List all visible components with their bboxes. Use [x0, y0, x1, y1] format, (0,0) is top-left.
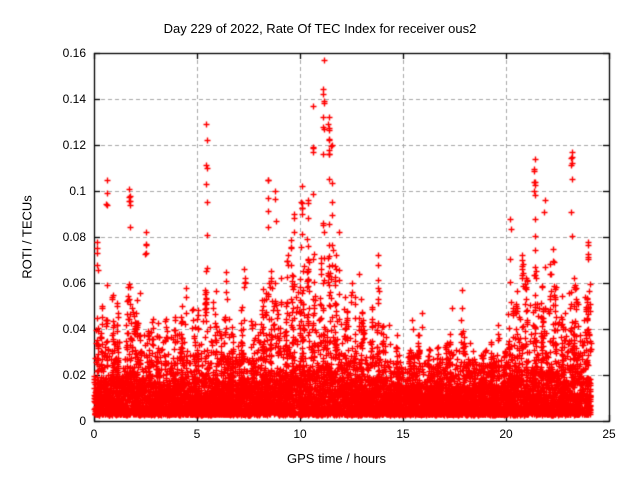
x-tick-label: 15 — [396, 427, 410, 441]
x-tick-label: 5 — [193, 427, 201, 441]
y-tick-label: 0.16 — [62, 46, 86, 60]
y-tick-label: 0.12 — [62, 138, 86, 152]
y-tick-label: 0 — [79, 414, 86, 428]
x-tick-label: 25 — [602, 427, 616, 441]
chart-title: Day 229 of 2022, Rate Of TEC Index for r… — [163, 21, 477, 36]
x-tick-label: 20 — [499, 427, 513, 441]
y-tick-label: 0.1 — [69, 184, 86, 198]
y-tick-label: 0.08 — [62, 230, 86, 244]
x-axis-label: GPS time / hours — [287, 451, 386, 466]
x-tick-label: 10 — [293, 427, 307, 441]
y-tick-label: 0.02 — [62, 368, 86, 382]
x-tick-label: 0 — [90, 427, 98, 441]
y-tick-label: 0.04 — [62, 322, 86, 336]
y-tick-label: 0.14 — [62, 92, 86, 106]
y-tick-label: 0.06 — [62, 276, 86, 290]
